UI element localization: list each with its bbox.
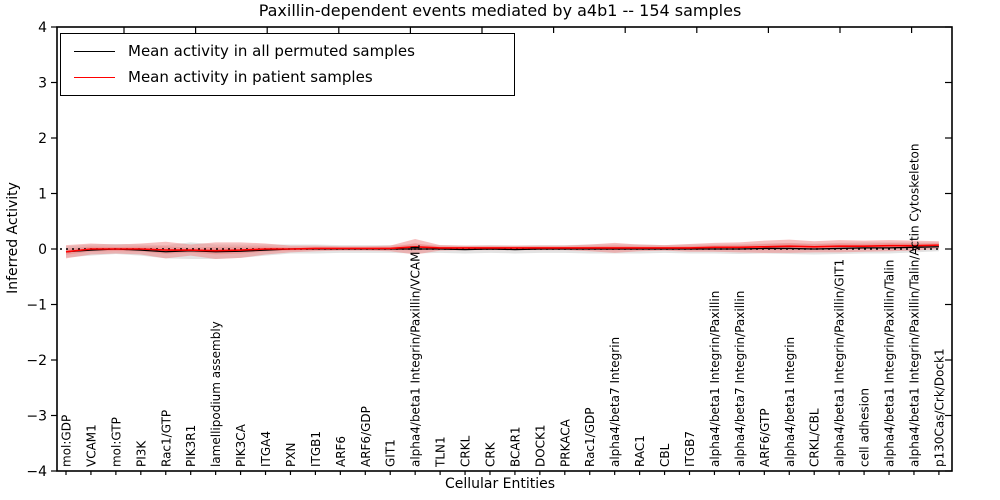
- x-category-label: alpha4/beta1 Integrin/Paxillin/VCAM1: [409, 244, 423, 467]
- x-axis-label: Cellular Entities: [444, 476, 556, 492]
- y-tick-label: −4: [26, 464, 47, 480]
- x-category-label: ARF6/GDP: [359, 406, 373, 467]
- x-category-label: cell adhesion: [858, 388, 872, 467]
- legend-entry-patient: Mean activity in patient samples: [74, 67, 514, 86]
- x-category-label: ITGB1: [309, 431, 323, 467]
- x-category-label: GIT1: [384, 439, 398, 467]
- x-category-label: ARF6/GTP: [758, 408, 772, 467]
- series-line-mean-activity-in-patient-samples: [65, 244, 939, 253]
- x-category-label: PIK3R1: [184, 425, 198, 467]
- x-category-label: DOCK1: [533, 424, 547, 467]
- y-tick-label: 3: [38, 76, 47, 92]
- x-category-label: mol:GDP: [60, 415, 74, 467]
- x-category-label: PI3K: [134, 440, 148, 467]
- x-category-label: alpha4/beta1 Integrin/Paxillin/Talin/Act…: [907, 144, 921, 467]
- chart-title: Paxillin-dependent events mediated by a4…: [258, 1, 742, 20]
- x-category-label: PIK3CA: [234, 423, 248, 467]
- x-category-label: ITGA4: [259, 431, 273, 467]
- x-category-label: Rac1/GDP: [583, 408, 597, 467]
- y-tick-label: 0: [38, 242, 47, 258]
- x-category-label: CRKL/CBL: [808, 408, 822, 467]
- legend-box: Mean activity in all permuted samples Me…: [60, 33, 515, 96]
- x-category-label: TLN1: [434, 436, 448, 468]
- x-category-label: ITGB7: [683, 431, 697, 467]
- legend-line-red: [74, 76, 115, 78]
- legend-label-permuted: Mean activity in all permuted samples: [128, 42, 415, 61]
- legend-line-black: [74, 51, 115, 53]
- x-category-label: Rac1/GTP: [159, 410, 173, 467]
- x-category-label: alpha4/beta1 Integrin/Paxillin/Talin: [883, 260, 897, 467]
- x-category-label: BCAR1: [508, 426, 522, 467]
- y-tick-label: 1: [38, 187, 47, 203]
- x-category-label: p130Cas/Crk/Dock1: [932, 348, 946, 467]
- band-patient-samples-band-half-width: [66, 243, 939, 255]
- x-category-label: alpha4/beta7 Integrin/Paxillin: [733, 291, 747, 467]
- y-tick-label: −1: [26, 298, 47, 314]
- y-axis-label: Inferred Activity: [5, 182, 21, 294]
- x-category-label: CBL: [658, 443, 672, 467]
- y-tick-label: −2: [26, 353, 47, 369]
- x-category-label: mol:GTP: [109, 417, 123, 467]
- x-category-label: VCAM1: [84, 424, 98, 467]
- x-category-label: CRK: [483, 441, 497, 467]
- legend-entry-permuted: Mean activity in all permuted samples: [74, 44, 514, 59]
- x-category-label: CRKL: [459, 435, 473, 467]
- y-tick-label: 4: [38, 20, 47, 36]
- x-category-label: RAC1: [633, 435, 647, 467]
- x-category-label: alpha4/beta1 Integrin: [783, 337, 797, 467]
- x-category-label: lamellipodium assembly: [209, 321, 223, 467]
- x-category-label: ARF6: [334, 436, 348, 467]
- x-category-label: PXN: [284, 443, 298, 467]
- x-category-label: PRKACA: [558, 418, 572, 467]
- y-tick-label: 2: [38, 131, 47, 147]
- x-category-label: alpha4/beta1 Integrin/Paxillin: [708, 291, 722, 467]
- legend-label-patient: Mean activity in patient samples: [128, 67, 373, 86]
- y-tick-label: −3: [26, 409, 47, 425]
- x-category-label: alpha4/beta1 Integrin/Paxillin/GIT1: [833, 259, 847, 467]
- x-category-label: alpha4/beta7 Integrin: [608, 337, 622, 467]
- series-line-mean-activity-in-all-permuted-samples: [65, 246, 939, 253]
